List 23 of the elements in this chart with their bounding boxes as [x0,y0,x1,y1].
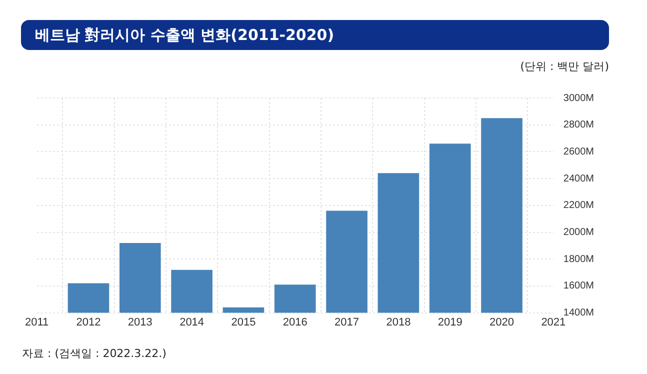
y-tick-label: 3000M [563,92,594,104]
y-tick-label: 2600M [563,146,594,158]
x-tick-label: 2020 [490,316,514,328]
x-tick-label: 2021 [541,316,566,328]
x-tick-label: 2015 [231,316,256,328]
x-tick-label: 2011 [25,316,49,328]
text: 자료 : (검색일 : 2022.3.22.) [22,346,166,361]
y-tick-label: 2000M [563,227,594,238]
y-tick-label: 1600M [563,280,594,292]
x-tick-label: 2019 [438,316,462,328]
y-tick-label: 2200M [563,200,594,212]
x-tick-label: 2014 [180,316,204,328]
y-tick-label: 2400M [563,173,594,184]
y-axis-title: (단위 : 백만 달러) [520,59,609,74]
x-tick-label: 2013 [128,316,152,328]
x-tick-label: 2018 [386,316,411,328]
x-tick-label: 2016 [282,316,308,328]
chart-title: 베트남 對러시아 수출액 변화(2011-2020) [21,20,609,50]
x-tick-label: 2017 [334,316,360,328]
y-tick-label: 2800M [563,120,594,131]
x-tick-label: 2012 [76,316,101,328]
y-tick-label: 1400M [563,308,594,319]
y-tick-label: 1800M [563,254,594,265]
